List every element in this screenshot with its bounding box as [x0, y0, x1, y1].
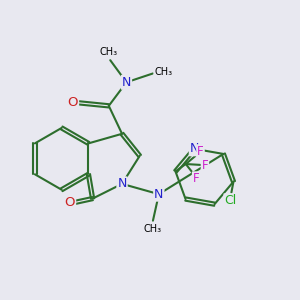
Text: F: F	[202, 159, 208, 172]
Text: N: N	[190, 142, 199, 155]
Text: O: O	[68, 96, 78, 110]
Text: Cl: Cl	[224, 194, 237, 207]
Text: O: O	[65, 196, 75, 209]
Text: N: N	[117, 177, 127, 190]
Text: F: F	[193, 172, 200, 185]
Text: CH₃: CH₃	[154, 67, 172, 77]
Text: CH₃: CH₃	[144, 224, 162, 234]
Text: F: F	[197, 145, 204, 158]
Text: N: N	[154, 188, 164, 201]
Text: N: N	[122, 76, 131, 89]
Text: CH₃: CH₃	[100, 47, 118, 57]
